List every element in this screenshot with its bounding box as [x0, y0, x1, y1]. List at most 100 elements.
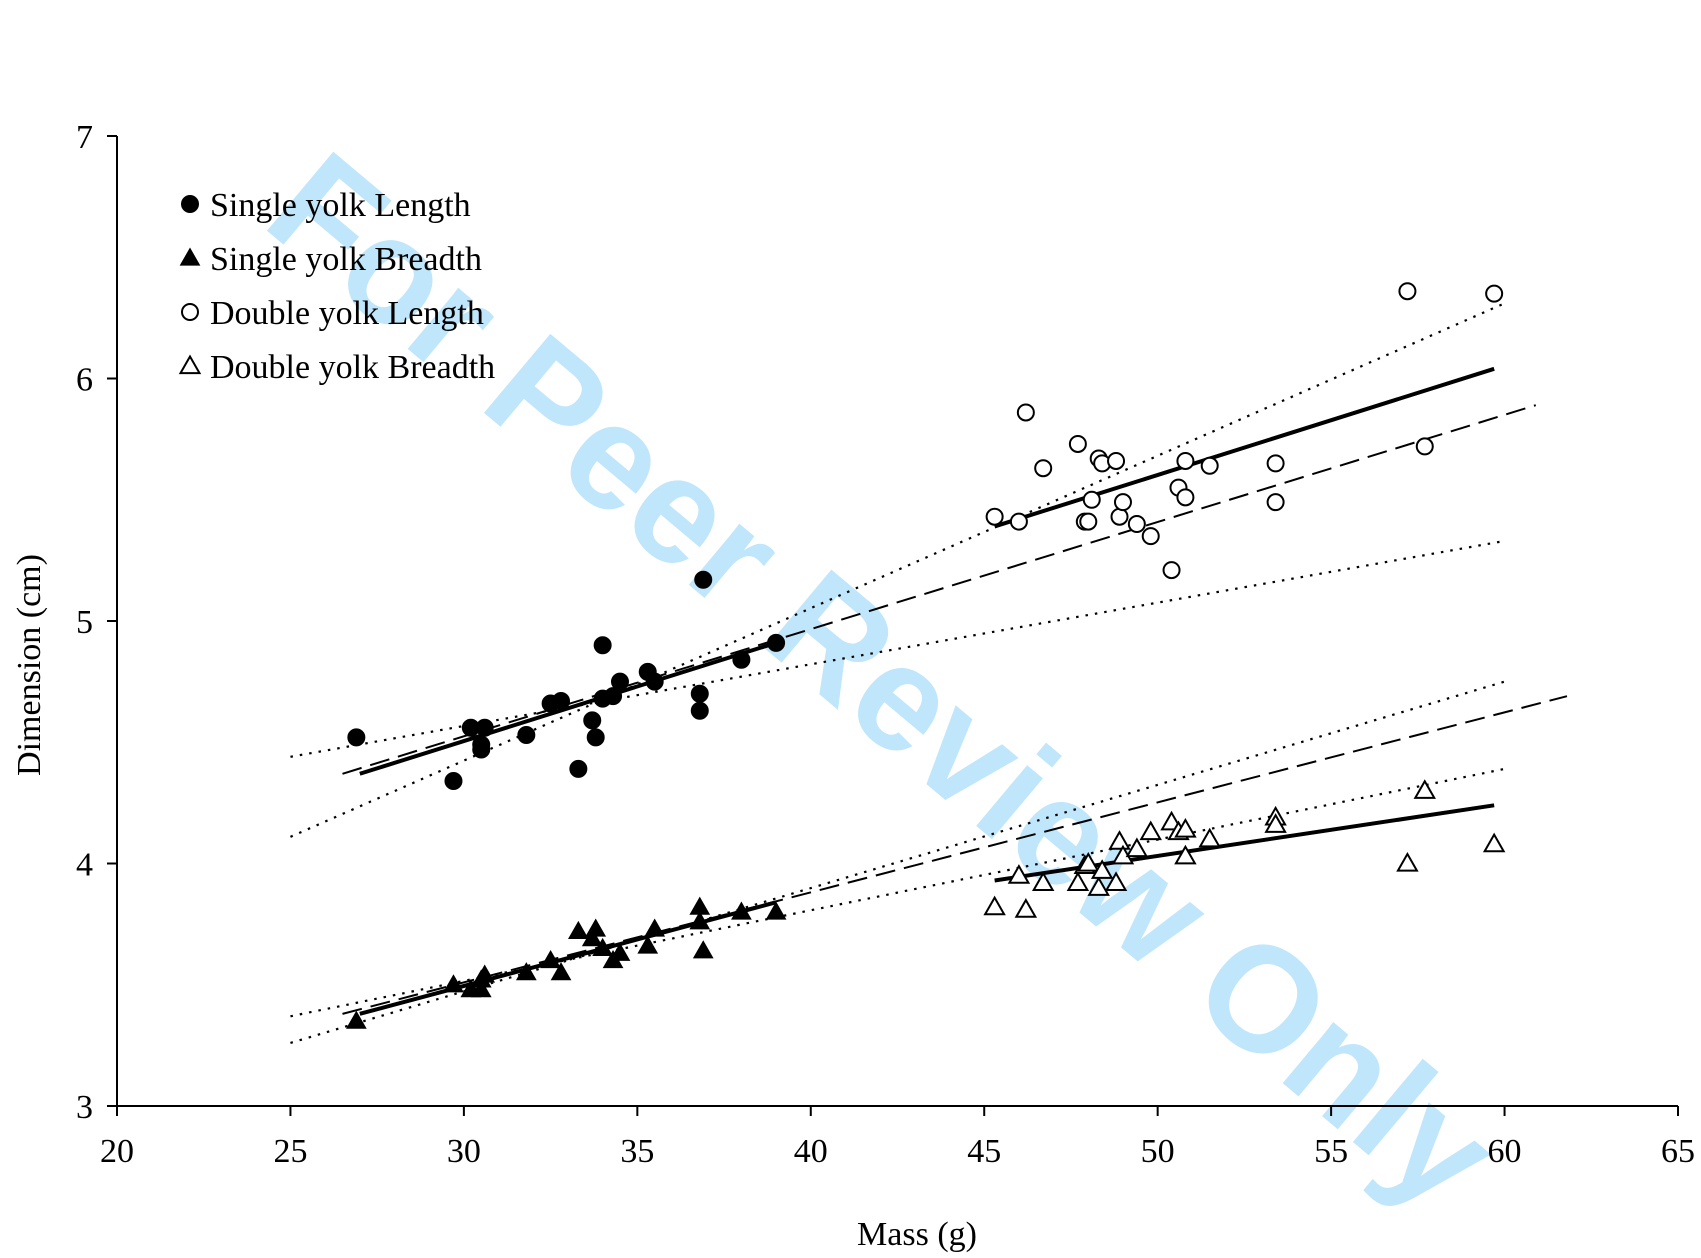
single-yolk-length-point: [690, 701, 709, 720]
double-yolk-breadth-point: [1031, 871, 1055, 892]
double-yolk-breadth-point: [1174, 844, 1197, 865]
single-yolk-breadth-point: [443, 974, 464, 993]
double-yolk-breadth-point: [983, 895, 1006, 916]
double-yolk-length-point: [1127, 515, 1146, 533]
y-tick-label: 6: [76, 362, 93, 399]
single-yolk-length-point: [472, 740, 491, 759]
y-tick-label: 5: [76, 604, 93, 641]
single-yolk-breadth-point: [568, 920, 589, 940]
double-yolk-length-point: [1016, 403, 1035, 422]
double-yolk-length-point: [1162, 561, 1181, 580]
x-tick-label: 20: [100, 1133, 134, 1170]
double-yolk-length-point: [1485, 284, 1504, 303]
combined-length-line: [342, 404, 1537, 775]
single-yolk-breadth-point: [689, 911, 711, 930]
double-yolk-length-point: [1176, 451, 1195, 470]
single-yolk-breadth-point: [581, 928, 603, 947]
double-yolk-breadth-point: [1087, 876, 1110, 896]
double-yolk-length-point: [1113, 493, 1132, 512]
single-yolk-length-point: [610, 672, 629, 691]
single-yolk-length-point: [444, 772, 463, 791]
double-yolk-breadth-point: [1090, 859, 1114, 879]
x-tick-label: 40: [794, 1133, 828, 1170]
single-yolk-breadth-point: [540, 949, 561, 969]
x-tick-label: 65: [1661, 1133, 1695, 1170]
double-yolk-length-point: [1068, 434, 1087, 453]
double-yolk-breadth-point: [1396, 851, 1419, 872]
single-yolk-length-point: [517, 725, 536, 744]
double-yolk-length-point: [985, 507, 1004, 526]
bound-breadth-upper-line: [290, 680, 1505, 1045]
double-yolk-breadth-point: [1108, 830, 1131, 850]
single-yolk-breadth-point: [765, 901, 787, 920]
single-yolk-length-point: [694, 570, 713, 589]
x-tick-label: 60: [1488, 1133, 1522, 1170]
single-yolk-breadth-point: [515, 962, 537, 981]
double-yolk-breadth-point: [1139, 820, 1162, 841]
double-yolk-breadth-point: [1413, 779, 1436, 799]
single-yolk-breadth-point: [592, 937, 614, 956]
double-yolk-length-point: [1176, 488, 1195, 507]
legend-marker-double-yolk-breadth: [178, 354, 202, 375]
single-yolk-breadth-point: [550, 962, 572, 981]
double-yolk-length-point: [1079, 512, 1098, 531]
legend-label-single-yolk-breadth: Single yolk Breadth: [210, 241, 482, 278]
double-yolk-length-point: [1107, 451, 1126, 470]
legend-marker-single-yolk-length: [181, 195, 199, 213]
double-yolk-breadth-point: [1198, 827, 1221, 848]
single-yolk-length-point: [475, 718, 494, 737]
legend-label-single-yolk-length: Single yolk Length: [210, 187, 471, 224]
x-axis-label: Mass (g): [857, 1216, 977, 1253]
single-yolk-breadth-point: [609, 942, 631, 961]
fit-single-length-line: [359, 640, 777, 776]
single-yolk-breadth-point: [644, 918, 666, 937]
double-yolk-breadth-point: [1125, 837, 1149, 858]
single-yolk-length-point: [732, 650, 751, 669]
double-yolk-length-point: [1266, 454, 1285, 473]
y-tick-label: 4: [76, 847, 93, 884]
bound-length-lower-line: [290, 539, 1505, 758]
double-yolk-length-point: [1266, 493, 1285, 512]
single-yolk-length-point: [347, 728, 366, 747]
single-yolk-breadth-point: [585, 918, 607, 937]
double-yolk-breadth-point: [1174, 818, 1197, 838]
legend-marker-double-yolk-length: [181, 303, 199, 321]
single-yolk-length-point: [569, 759, 588, 778]
y-tick-label: 7: [76, 119, 93, 156]
single-yolk-length-point: [604, 687, 623, 706]
double-yolk-breadth-point: [1104, 871, 1128, 892]
y-tick-label: 3: [76, 1089, 93, 1126]
double-yolk-breadth-point: [1077, 851, 1100, 872]
single-yolk-length-point: [583, 711, 602, 730]
x-tick-label: 35: [620, 1133, 654, 1170]
legend-label-double-yolk-length: Double yolk Length: [210, 295, 484, 332]
single-yolk-breadth-point: [474, 964, 496, 983]
single-yolk-length-point: [690, 684, 709, 703]
single-yolk-breadth-point: [470, 979, 492, 998]
y-axis-label: Dimension (cm): [11, 554, 48, 776]
double-yolk-length-point: [1398, 282, 1417, 301]
double-yolk-breadth-point: [1482, 832, 1506, 853]
fit-single-breadth-line: [359, 900, 777, 1016]
double-yolk-breadth-point: [1066, 871, 1090, 892]
single-yolk-length-point: [593, 636, 612, 655]
single-yolk-length-point: [767, 633, 786, 652]
single-yolk-breadth-point: [689, 896, 711, 915]
double-yolk-breadth-point: [1264, 813, 1287, 833]
legend: Single yolk Length Single yolk Breadth Dou…: [178, 187, 495, 386]
double-yolk-length-point: [1082, 490, 1101, 509]
watermark-text: For Peer Review Only: [239, 120, 1528, 1240]
double-yolk-length-point: [1415, 437, 1434, 456]
double-yolk-length-point: [1034, 459, 1053, 478]
single-yolk-length-point: [645, 672, 664, 691]
x-tick-label: 25: [273, 1133, 307, 1170]
fit-double-length-line: [994, 366, 1495, 529]
x-tick-label: 55: [1314, 1133, 1348, 1170]
single-yolk-length-point: [586, 728, 605, 747]
single-yolk-length-point: [552, 692, 571, 711]
data-points: [345, 282, 1506, 1029]
single-yolk-breadth-point: [731, 901, 752, 920]
double-yolk-breadth-point: [1014, 898, 1038, 918]
